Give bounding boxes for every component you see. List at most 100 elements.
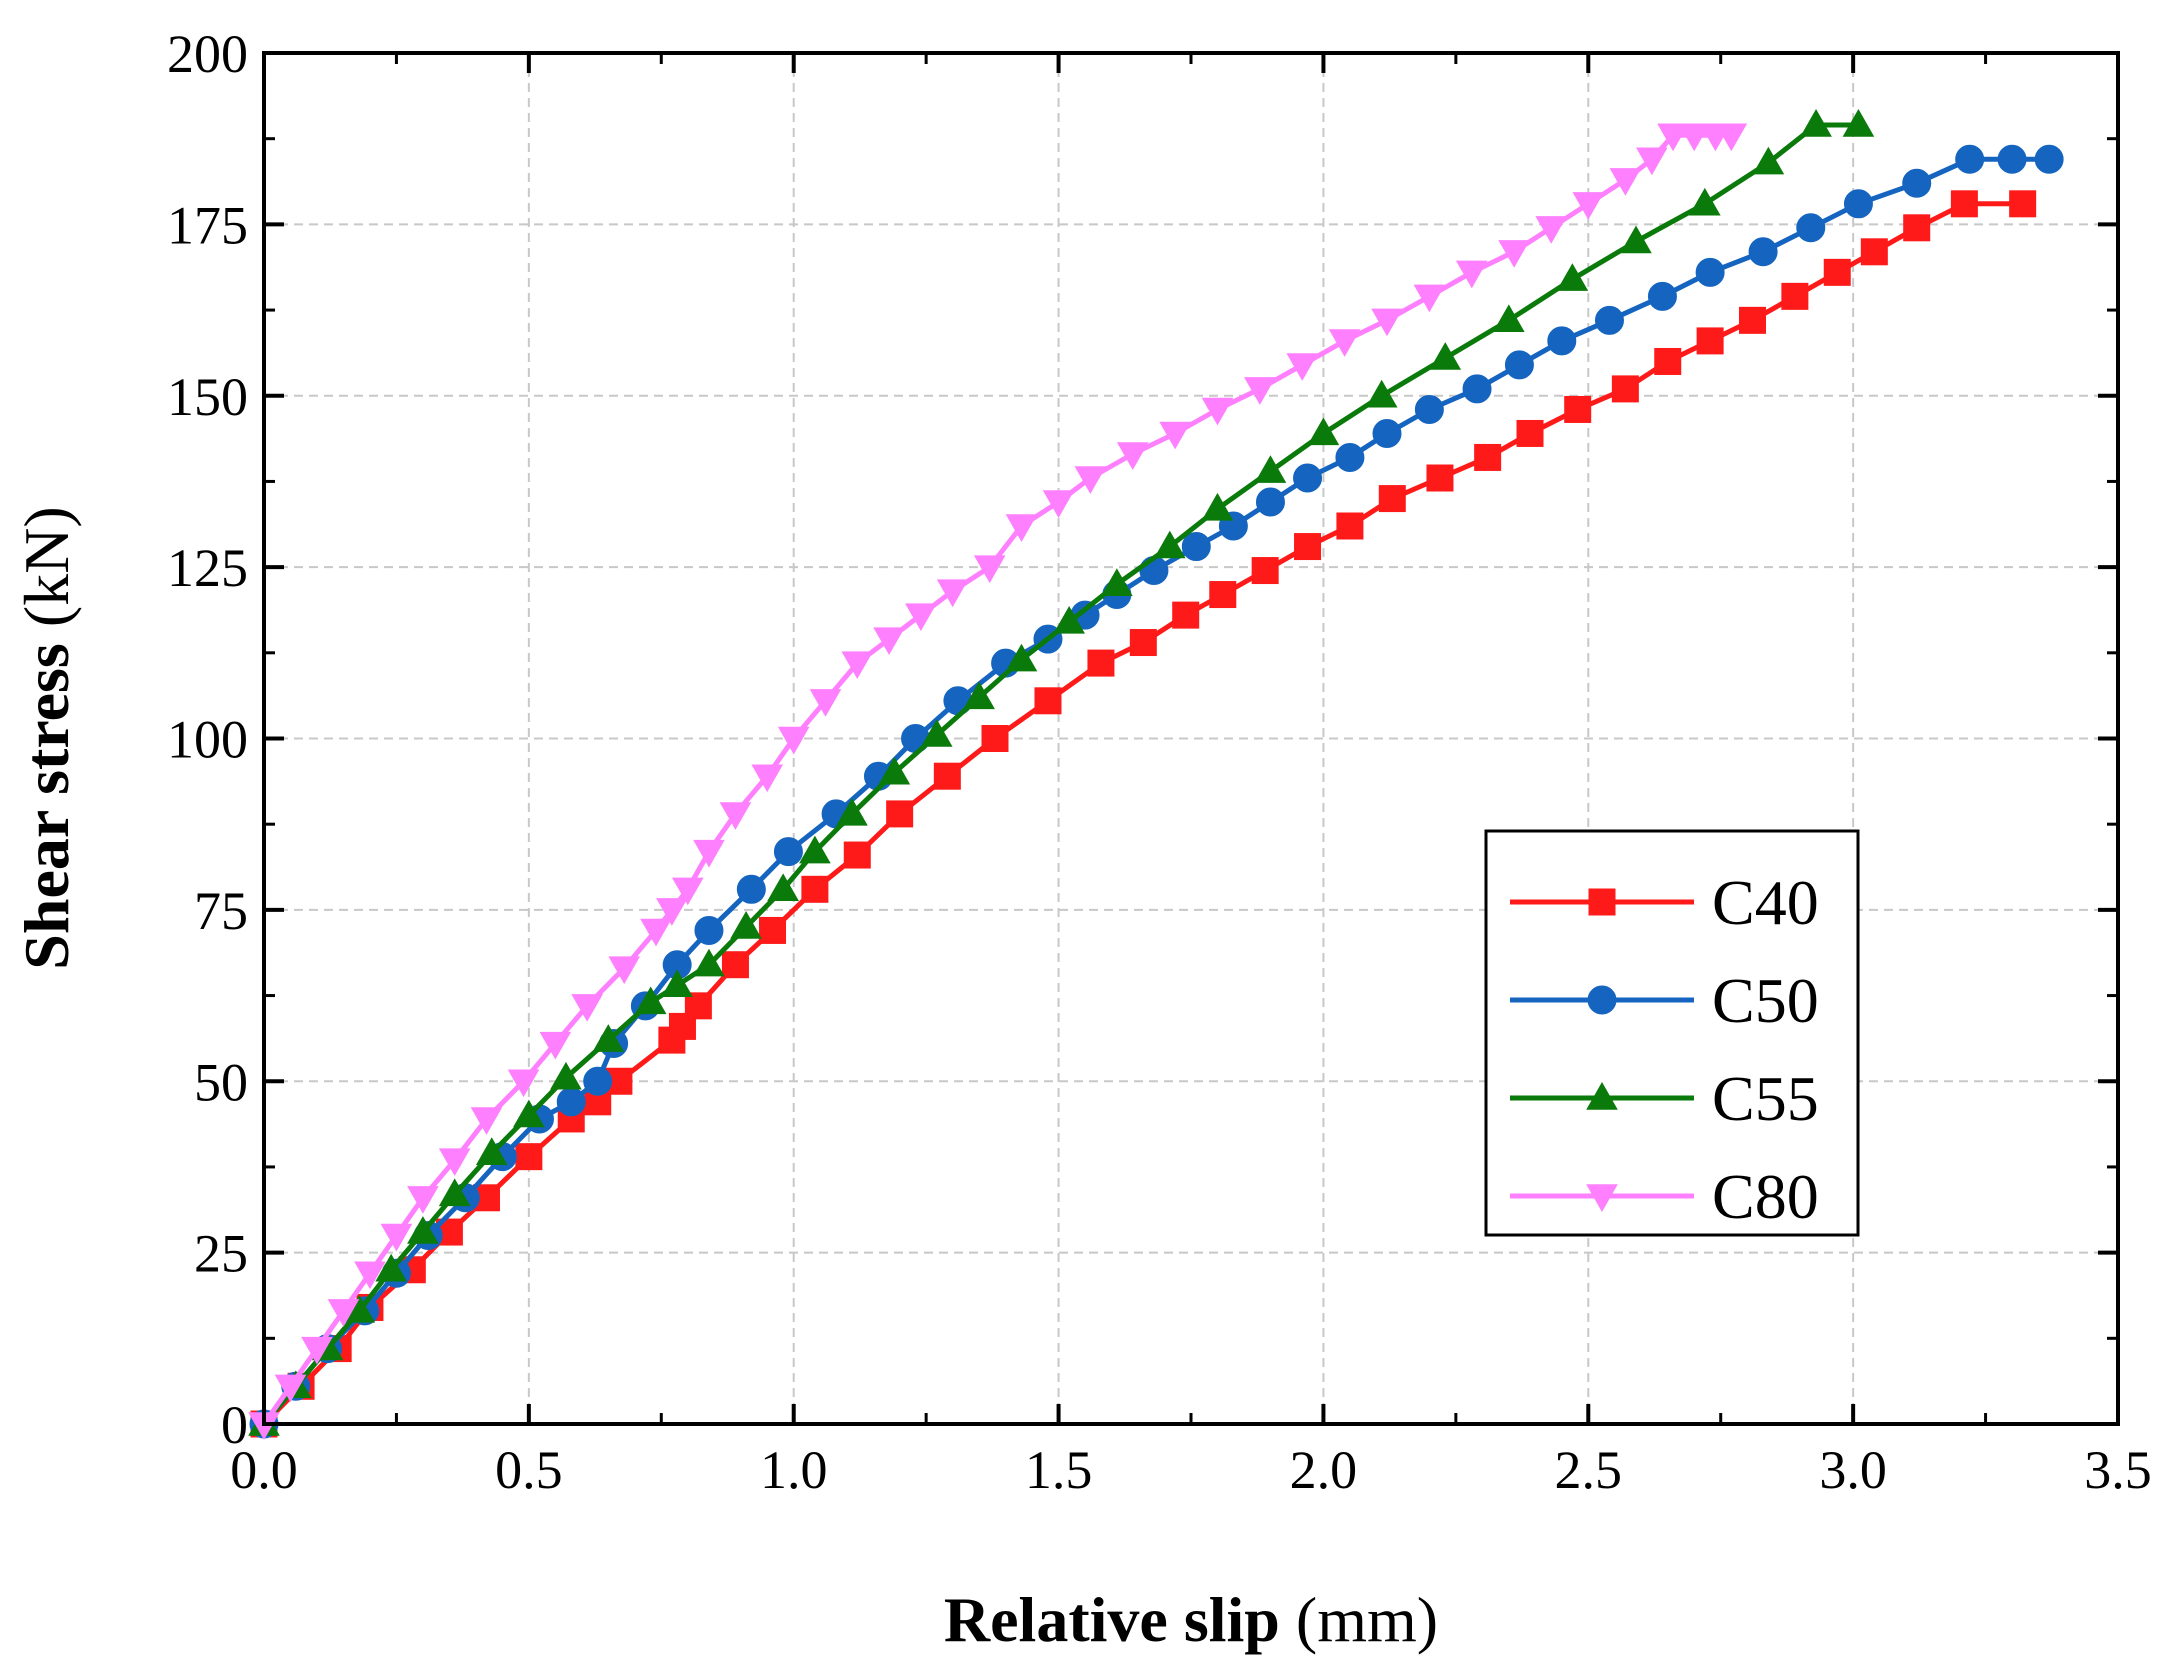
data-point-c40 bbox=[1474, 443, 1502, 471]
data-point-c80 bbox=[1535, 216, 1568, 244]
x-tick-label: 2.0 bbox=[1290, 1440, 1358, 1500]
data-point-c80 bbox=[1636, 147, 1668, 176]
data-point-c80 bbox=[719, 802, 752, 830]
data-point-c40 bbox=[1209, 581, 1237, 609]
data-point-c40 bbox=[1087, 649, 1115, 677]
data-point-c80 bbox=[671, 877, 704, 906]
data-point-c40 bbox=[981, 725, 1009, 752]
axis-ticks bbox=[262, 51, 2120, 1426]
data-point-c50 bbox=[1647, 281, 1677, 311]
data-point-c40 bbox=[1860, 238, 1888, 266]
data-point-c40 bbox=[1738, 306, 1766, 334]
y-tick-label: 150 bbox=[167, 367, 248, 427]
legend-label-c50: C50 bbox=[1712, 965, 1819, 1036]
data-point-c80 bbox=[809, 689, 842, 717]
data-point-c55 bbox=[1842, 109, 1875, 137]
data-point-c80 bbox=[1244, 377, 1276, 405]
legend-label-c55: C55 bbox=[1712, 1063, 1819, 1134]
data-point-c40 bbox=[1251, 557, 1279, 585]
data-point-c80 bbox=[1074, 466, 1107, 494]
y-tick-label: 100 bbox=[167, 710, 248, 770]
data-point-c80 bbox=[1116, 442, 1149, 470]
data-point-c80 bbox=[1286, 353, 1319, 381]
data-point-c55 bbox=[767, 873, 799, 902]
data-point-c50 bbox=[1414, 394, 1444, 424]
x-axis-title-unit: (mm) bbox=[1280, 1584, 1438, 1655]
data-point-c50 bbox=[1547, 326, 1577, 356]
data-point-c80 bbox=[640, 918, 672, 947]
data-point-c40 bbox=[1950, 190, 1978, 218]
series-c40 bbox=[250, 190, 2037, 1438]
data-point-c55 bbox=[1429, 342, 1462, 370]
data-point-c50 bbox=[583, 1066, 613, 1096]
data-point-c80 bbox=[777, 726, 810, 755]
y-tick-label: 175 bbox=[167, 195, 248, 255]
y-tick-label: 200 bbox=[167, 24, 248, 84]
data-point-c40 bbox=[1611, 375, 1639, 403]
data-point-c55 bbox=[920, 719, 953, 747]
data-point-c50 bbox=[1181, 532, 1211, 562]
data-point-c40 bbox=[684, 992, 712, 1020]
data-point-c55 bbox=[1101, 568, 1133, 596]
data-point-c50 bbox=[1293, 463, 1323, 493]
data-point-c80 bbox=[873, 627, 905, 656]
data-point-c55 bbox=[634, 986, 667, 1015]
data-point-c55 bbox=[1254, 455, 1287, 483]
data-point-c55 bbox=[1493, 304, 1525, 333]
data-point-c80 bbox=[438, 1148, 471, 1177]
data-point-c80 bbox=[841, 651, 874, 680]
data-point-c80 bbox=[693, 839, 725, 868]
data-point-c80 bbox=[1609, 168, 1642, 196]
data-point-c55 bbox=[730, 911, 762, 939]
data-point-c80 bbox=[507, 1069, 540, 1098]
data-point-c40 bbox=[1564, 395, 1592, 423]
data-point-c80 bbox=[608, 956, 641, 985]
x-tick-label: 0.5 bbox=[495, 1440, 563, 1500]
data-point-c80 bbox=[1159, 421, 1191, 450]
data-point-c50 bbox=[1695, 257, 1725, 287]
data-point-c80 bbox=[1201, 397, 1234, 426]
data-point-c80 bbox=[1413, 284, 1446, 313]
data-point-c40 bbox=[515, 1143, 543, 1171]
data-point-c40 bbox=[1129, 629, 1157, 657]
data-point-c40 bbox=[2009, 190, 2037, 218]
data-point-c50 bbox=[1335, 442, 1365, 472]
x-tick-label: 2.5 bbox=[1555, 1440, 1623, 1500]
data-point-c80 bbox=[354, 1261, 386, 1290]
data-point-c55 bbox=[1620, 225, 1652, 254]
data-point-c50 bbox=[1462, 374, 1492, 404]
data-point-c80 bbox=[1715, 123, 1748, 152]
data-point-c40 bbox=[1696, 327, 1724, 355]
data-point-c50 bbox=[1902, 168, 1932, 198]
data-point-c50 bbox=[1594, 305, 1624, 335]
data-point-c50 bbox=[1255, 487, 1285, 517]
data-point-c40 bbox=[801, 875, 829, 903]
data-point-c50 bbox=[1504, 350, 1534, 380]
y-tick-label: 25 bbox=[194, 1224, 248, 1284]
data-point-c55 bbox=[963, 681, 995, 710]
legend-box bbox=[1484, 829, 1860, 1237]
data-point-c80 bbox=[656, 898, 688, 926]
data-point-c80 bbox=[1678, 123, 1711, 152]
y-tick-label: 0 bbox=[221, 1395, 248, 1455]
data-point-c55 bbox=[1005, 643, 1038, 672]
legend-label-c80: C80 bbox=[1712, 1161, 1819, 1232]
data-point-c55 bbox=[799, 835, 831, 864]
data-point-c80 bbox=[1572, 192, 1605, 220]
data-point-c40 bbox=[1172, 601, 1200, 629]
data-point-c55 bbox=[836, 797, 868, 826]
legend-marker-c80 bbox=[1586, 1184, 1618, 1212]
y-axis-title-bold: Shear stress bbox=[11, 643, 82, 970]
y-tick-label: 75 bbox=[194, 881, 248, 941]
data-point-c50 bbox=[736, 874, 766, 904]
data-point-c80 bbox=[301, 1336, 333, 1365]
data-point-c40 bbox=[1336, 512, 1364, 540]
data-point-c40 bbox=[1654, 347, 1682, 375]
data-point-c80 bbox=[274, 1374, 307, 1403]
data-point-c55 bbox=[1800, 109, 1832, 137]
data-point-c50 bbox=[1997, 144, 2027, 174]
y-tick-label: 50 bbox=[194, 1052, 248, 1112]
legend-item-c55: C55 bbox=[1510, 1063, 1819, 1134]
legend-marker-c40 bbox=[1588, 888, 1616, 916]
data-point-c55 bbox=[693, 948, 725, 977]
